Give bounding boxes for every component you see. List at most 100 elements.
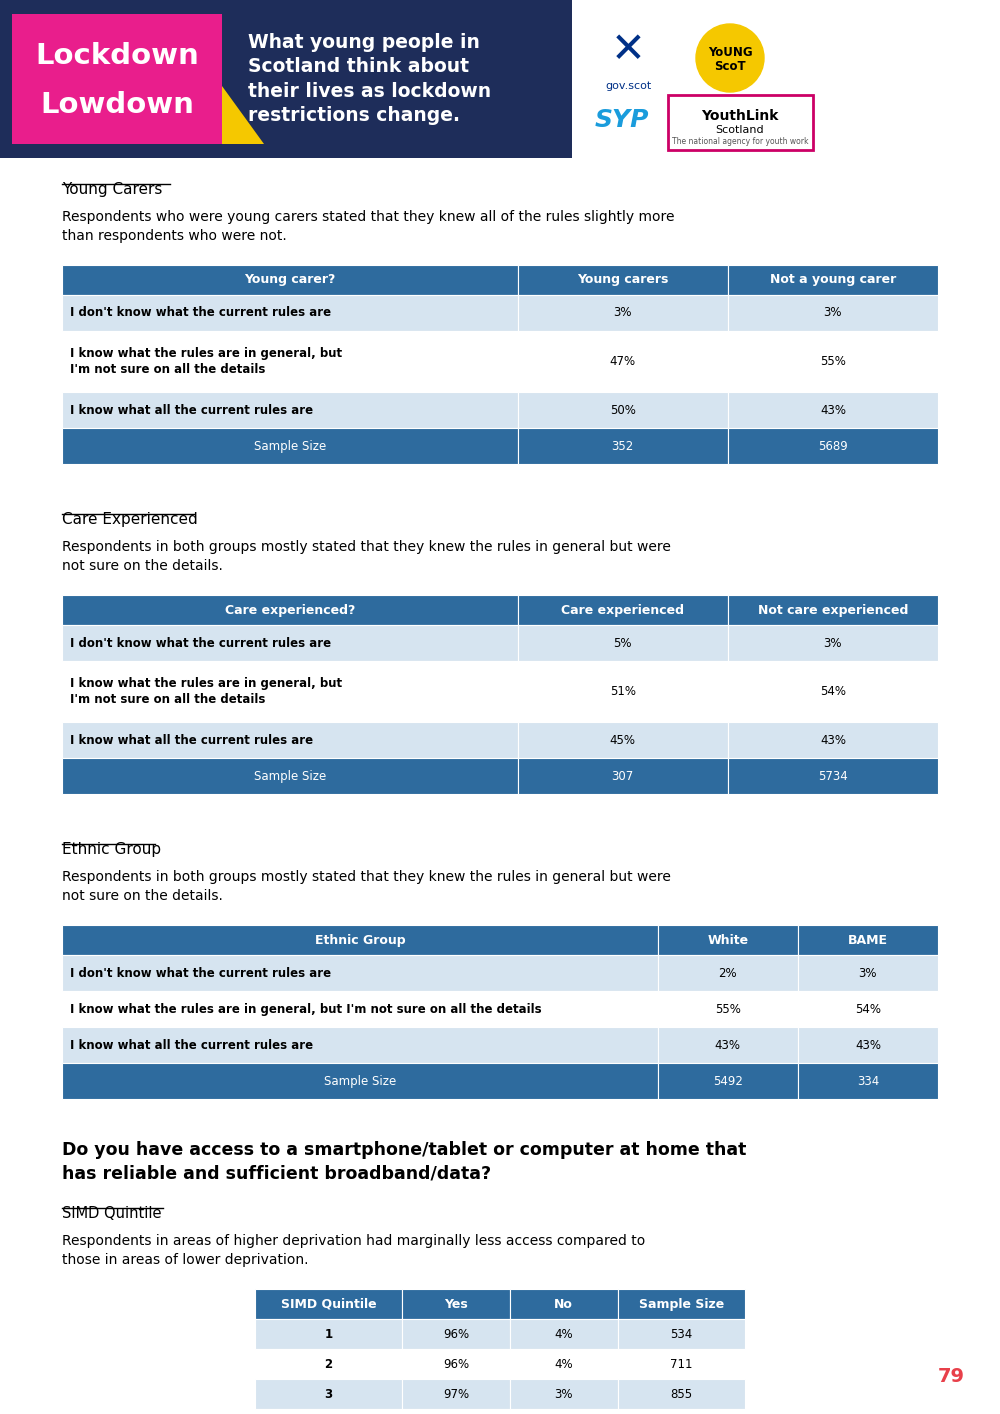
Bar bbox=[518, 723, 728, 758]
Text: 47%: 47% bbox=[610, 355, 636, 368]
Bar bbox=[510, 1290, 618, 1319]
Bar bbox=[618, 1380, 745, 1410]
Text: 97%: 97% bbox=[443, 1389, 469, 1401]
Bar bbox=[728, 625, 938, 662]
Bar bbox=[618, 1319, 745, 1349]
Text: Lockdown: Lockdown bbox=[35, 41, 199, 69]
Text: 5%: 5% bbox=[613, 636, 632, 649]
Bar bbox=[0, 0, 572, 158]
Bar bbox=[518, 428, 728, 464]
Bar bbox=[798, 925, 938, 956]
Bar bbox=[62, 991, 658, 1028]
Bar bbox=[572, 0, 1000, 158]
Text: 43%: 43% bbox=[820, 404, 846, 417]
Text: Care Experienced: Care Experienced bbox=[62, 512, 198, 527]
Text: 43%: 43% bbox=[855, 1039, 881, 1052]
Text: ScoT: ScoT bbox=[714, 61, 746, 74]
Bar bbox=[62, 428, 518, 464]
Text: 5734: 5734 bbox=[818, 769, 848, 783]
Text: 51%: 51% bbox=[610, 686, 636, 699]
Text: YouthLink: YouthLink bbox=[701, 109, 779, 123]
Text: 4%: 4% bbox=[554, 1357, 573, 1372]
Bar bbox=[728, 331, 938, 392]
Bar bbox=[62, 1063, 658, 1100]
Text: Respondents in both groups mostly stated that they knew the rules in general but: Respondents in both groups mostly stated… bbox=[62, 540, 671, 573]
Text: I know what the rules are in general, but
I'm not sure on all the details: I know what the rules are in general, bu… bbox=[70, 346, 342, 376]
Bar bbox=[12, 14, 222, 144]
Bar bbox=[518, 758, 728, 795]
Bar bbox=[402, 1349, 510, 1380]
Bar bbox=[255, 1349, 402, 1380]
Text: Lowdown: Lowdown bbox=[40, 90, 194, 119]
Bar bbox=[518, 595, 728, 625]
Text: I don't know what the current rules are: I don't know what the current rules are bbox=[70, 967, 331, 980]
Bar bbox=[62, 956, 658, 991]
Text: 334: 334 bbox=[857, 1075, 879, 1087]
Bar bbox=[728, 264, 938, 296]
Text: SIMD Quintile: SIMD Quintile bbox=[281, 1298, 376, 1311]
Text: 855: 855 bbox=[670, 1389, 692, 1401]
Bar bbox=[255, 1410, 402, 1414]
Bar bbox=[798, 956, 938, 991]
Bar bbox=[618, 1349, 745, 1380]
Text: gov.scot: gov.scot bbox=[605, 81, 651, 90]
Text: 3%: 3% bbox=[613, 307, 632, 320]
Text: 3%: 3% bbox=[824, 307, 842, 320]
Text: I know what all the current rules are: I know what all the current rules are bbox=[70, 734, 313, 747]
Bar bbox=[618, 1410, 745, 1414]
Text: Respondents who were young carers stated that they knew all of the rules slightl: Respondents who were young carers stated… bbox=[62, 211, 674, 243]
Text: 5492: 5492 bbox=[713, 1075, 743, 1087]
Text: 2: 2 bbox=[324, 1357, 333, 1372]
Bar bbox=[62, 1028, 658, 1063]
Text: SIMD Quintile: SIMD Quintile bbox=[62, 1206, 162, 1222]
Text: Ethnic Group: Ethnic Group bbox=[315, 933, 405, 947]
Text: 54%: 54% bbox=[855, 1003, 881, 1015]
Bar bbox=[62, 758, 518, 795]
Text: I know what the rules are in general, but
I'm not sure on all the details: I know what the rules are in general, bu… bbox=[70, 677, 342, 707]
Bar bbox=[658, 1028, 798, 1063]
Circle shape bbox=[696, 24, 764, 92]
Bar bbox=[658, 1063, 798, 1100]
Bar bbox=[402, 1380, 510, 1410]
Bar bbox=[255, 1290, 402, 1319]
Text: 3%: 3% bbox=[859, 967, 877, 980]
Text: 55%: 55% bbox=[715, 1003, 741, 1015]
Bar bbox=[255, 1380, 402, 1410]
Bar bbox=[728, 662, 938, 723]
Text: BAME: BAME bbox=[848, 933, 888, 947]
Bar bbox=[62, 925, 658, 956]
Bar bbox=[62, 331, 518, 392]
Text: 5689: 5689 bbox=[818, 440, 848, 452]
Bar bbox=[510, 1349, 618, 1380]
Text: Respondents in both groups mostly stated that they knew the rules in general but: Respondents in both groups mostly stated… bbox=[62, 871, 671, 904]
Bar bbox=[518, 625, 728, 662]
Bar bbox=[798, 1028, 938, 1063]
Text: 2%: 2% bbox=[718, 967, 737, 980]
Text: 96%: 96% bbox=[443, 1328, 469, 1340]
Text: ✕: ✕ bbox=[611, 30, 645, 71]
Text: 43%: 43% bbox=[820, 734, 846, 747]
Bar bbox=[518, 296, 728, 331]
Text: 1: 1 bbox=[324, 1328, 333, 1340]
Text: SYP: SYP bbox=[595, 107, 649, 132]
Text: 4%: 4% bbox=[554, 1328, 573, 1340]
Text: Young carer?: Young carer? bbox=[244, 273, 335, 287]
Text: Young carers: Young carers bbox=[577, 273, 668, 287]
Bar bbox=[798, 1063, 938, 1100]
Text: YoUNG: YoUNG bbox=[708, 45, 752, 58]
Text: Care experienced: Care experienced bbox=[561, 604, 684, 617]
Bar bbox=[618, 1290, 745, 1319]
Bar bbox=[62, 264, 518, 296]
Text: Sample Size: Sample Size bbox=[324, 1075, 396, 1087]
Text: 3: 3 bbox=[324, 1389, 333, 1401]
Bar bbox=[658, 956, 798, 991]
Bar bbox=[728, 428, 938, 464]
Text: 711: 711 bbox=[670, 1357, 693, 1372]
Text: Do you have access to a smartphone/tablet or computer at home that
has reliable : Do you have access to a smartphone/table… bbox=[62, 1141, 746, 1184]
Bar bbox=[798, 991, 938, 1028]
Text: I know what all the current rules are: I know what all the current rules are bbox=[70, 404, 313, 417]
Bar bbox=[728, 723, 938, 758]
Bar bbox=[62, 723, 518, 758]
Text: I don't know what the current rules are: I don't know what the current rules are bbox=[70, 307, 331, 320]
Text: Young Carers: Young Carers bbox=[62, 182, 162, 197]
